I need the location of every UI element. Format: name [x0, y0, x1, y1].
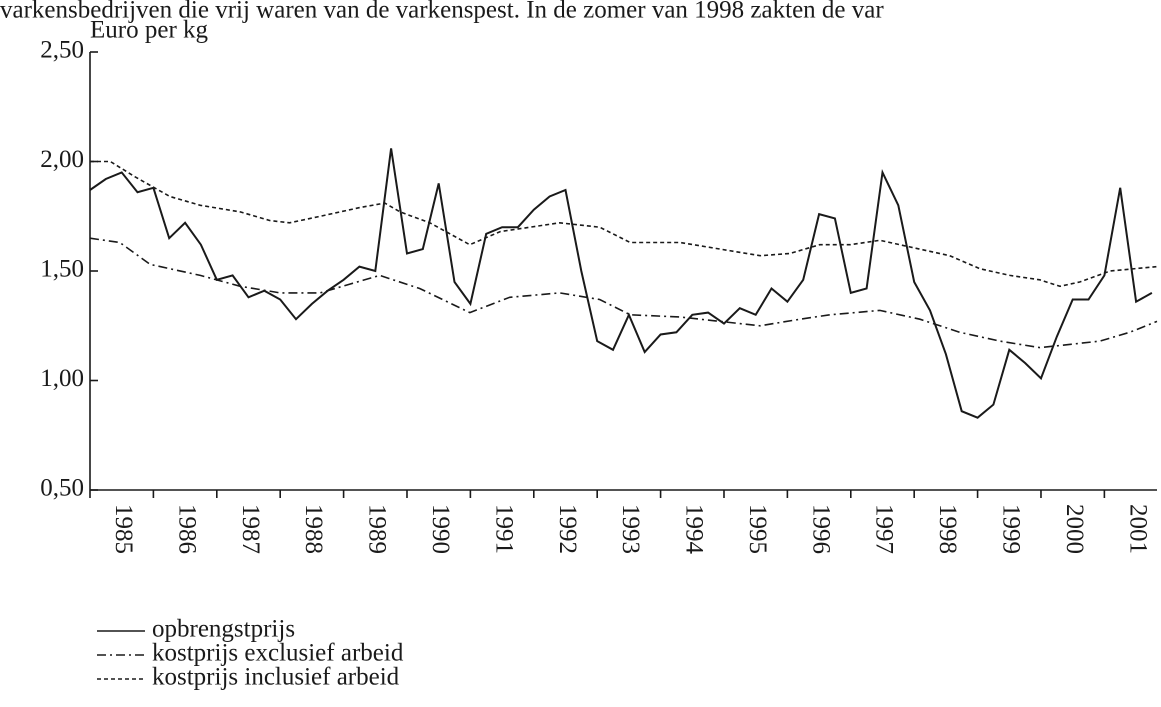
- y-tick-label: 1,50: [40, 256, 84, 283]
- series-line: [89, 237, 1158, 349]
- y-tick-label: 1,00: [40, 365, 84, 392]
- legend-label: opbrengstprijs: [152, 616, 295, 643]
- x-tick-label: 1990: [427, 504, 454, 554]
- y-tick-label: 0,50: [40, 475, 84, 502]
- x-tick-label: 1989: [364, 504, 391, 554]
- y-axis-label: Euro per kg: [90, 17, 209, 44]
- x-tick-label: 1993: [617, 504, 644, 554]
- x-tick-label: 1986: [173, 504, 200, 554]
- x-tick-label: 1997: [871, 504, 898, 554]
- x-tick-label: 1996: [807, 504, 834, 554]
- x-tick-label: 2000: [1061, 504, 1088, 554]
- x-tick-label: 1992: [554, 504, 581, 554]
- x-tick-label: 1995: [744, 504, 771, 554]
- x-tick-label: 1991: [490, 504, 517, 554]
- x-tick-label: 1988: [300, 504, 327, 554]
- legend-label: kostprijs inclusief arbeid: [152, 664, 400, 691]
- y-tick-label: 2,50: [40, 37, 84, 64]
- series-line: [90, 160, 1158, 288]
- header-text: varkensbedrijven die vrij waren van de v…: [0, 0, 884, 24]
- x-tick-label: 2001: [1124, 504, 1151, 554]
- x-tick-label: 1999: [998, 504, 1025, 554]
- legend-label: kostprijs exclusief arbeid: [152, 640, 404, 667]
- y-tick-label: 2,00: [40, 146, 84, 173]
- x-tick-label: 1994: [681, 504, 708, 555]
- x-tick-label: 1998: [934, 504, 961, 554]
- series-line: [89, 148, 1153, 419]
- x-tick-label: 1987: [237, 504, 264, 554]
- x-tick-label: 1985: [110, 504, 137, 554]
